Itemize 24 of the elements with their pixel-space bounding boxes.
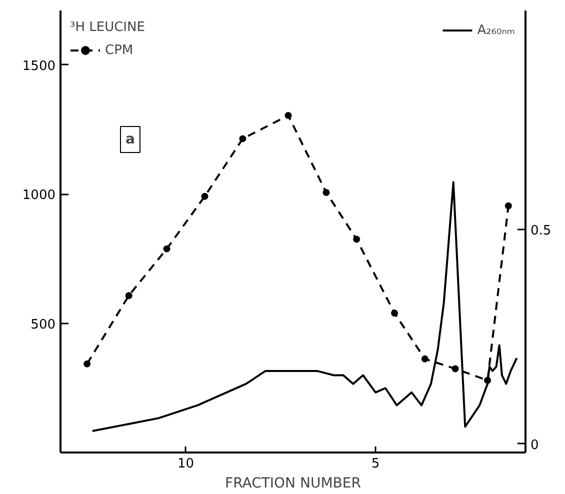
- x-tick-label: 10: [177, 456, 194, 472]
- y2-tick-label: 0: [530, 438, 539, 453]
- point: [284, 112, 292, 119]
- x-axis-title: FRACTION NUMBER: [225, 476, 362, 492]
- point: [322, 188, 330, 196]
- point: [504, 202, 512, 210]
- point: [452, 365, 459, 372]
- legend-label: CPM: [105, 42, 134, 58]
- y-tick-label: 500: [30, 317, 56, 332]
- legend-label: A₂₆₀ₙₘ: [477, 22, 515, 38]
- annotation: a: [126, 132, 135, 148]
- point: [353, 236, 360, 243]
- y2-tick-label: 0.5: [530, 223, 552, 238]
- y-tick-label: 1500: [22, 58, 56, 74]
- point: [84, 360, 91, 368]
- point: [421, 355, 428, 362]
- point: [125, 292, 132, 300]
- legend-title: ³H LEUCINE: [70, 20, 145, 35]
- point: [239, 135, 246, 142]
- point: [163, 245, 170, 252]
- y-tick-label: 1000: [22, 188, 56, 204]
- point: [391, 310, 398, 317]
- point: [201, 192, 208, 200]
- x-tick-label: 5: [371, 456, 380, 472]
